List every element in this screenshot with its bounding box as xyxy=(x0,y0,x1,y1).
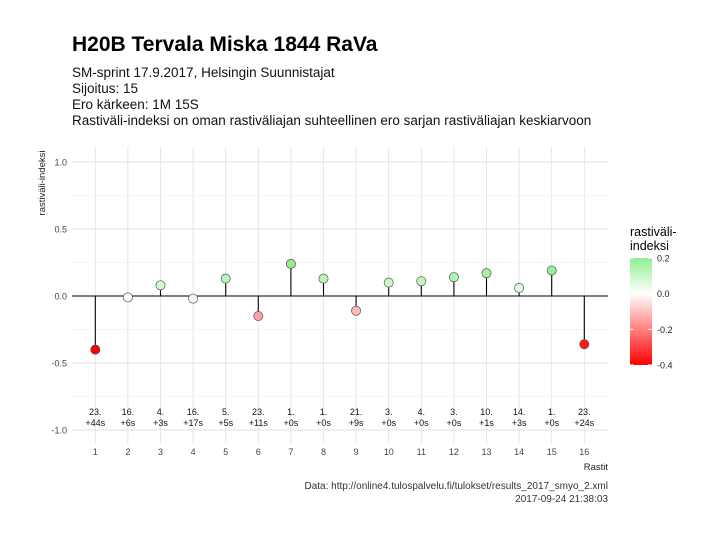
lollipop-dot xyxy=(448,272,459,283)
x-tick-label: 13 xyxy=(481,447,491,457)
lollipop-dot xyxy=(253,311,264,322)
time-diff-label: +0s xyxy=(316,418,331,428)
rank-label: 3. xyxy=(450,407,458,417)
y-tick-label: 0.5 xyxy=(54,225,67,235)
legend-tick-label: 0.2 xyxy=(657,254,670,264)
lollipop-dot xyxy=(514,283,525,293)
caption-timestamp: 2017-09-24 21:38:03 xyxy=(515,494,608,505)
legend-title-line-1: rastiväli- xyxy=(630,225,677,239)
x-tick-label: 4 xyxy=(191,447,196,457)
time-diff-label: +3s xyxy=(153,418,168,428)
subtitle-line-4: Rastiväli-indeksi on oman rastiväliajan … xyxy=(72,113,592,128)
legend-tick-label: -0.4 xyxy=(657,361,673,371)
caption-source: Data: http://online4.tulospalvelu.fi/tul… xyxy=(304,481,608,492)
time-diff-label: +0s xyxy=(381,418,396,428)
legend-title-line-2: indeksi xyxy=(630,239,669,253)
lollipop-dot xyxy=(122,292,133,303)
lollipop-dot xyxy=(90,344,101,355)
time-diff-label: +6s xyxy=(121,418,136,428)
time-diff-label: +11s xyxy=(249,418,269,428)
rank-label: 1. xyxy=(548,407,556,417)
legend-color-bar xyxy=(630,258,652,365)
x-tick-label: 5 xyxy=(223,447,228,457)
subtitle-line-3: Ero kärkeen: 1M 15S xyxy=(72,97,199,112)
subtitle-line-1: SM-sprint 17.9.2017, Helsingin Suunnista… xyxy=(72,65,335,80)
x-tick-label: 8 xyxy=(321,447,326,457)
rank-label: 14. xyxy=(513,407,526,417)
rank-label: 4. xyxy=(418,407,426,417)
y-tick-label: -0.5 xyxy=(51,359,67,369)
lollipop-dot xyxy=(155,280,166,291)
lollipop-dot xyxy=(579,339,590,350)
y-tick-label: -1.0 xyxy=(51,426,67,436)
rank-label: 21. xyxy=(350,407,363,417)
time-diff-label: +0s xyxy=(414,418,429,428)
rank-label: 16. xyxy=(122,407,135,417)
y-axis-title: rastiväli-indeksi xyxy=(37,151,48,216)
x-tick-label: 10 xyxy=(384,447,394,457)
rank-label: 5. xyxy=(222,407,230,417)
time-diff-label: +0s xyxy=(284,418,299,428)
legend-tick-label: 0.0 xyxy=(657,289,670,299)
x-tick-label: 3 xyxy=(158,447,163,457)
time-diff-label: +0s xyxy=(447,418,462,428)
x-tick-label: 16 xyxy=(579,447,589,457)
x-tick-label: 1 xyxy=(93,447,98,457)
rank-label: 3. xyxy=(385,407,393,417)
time-diff-label: +1s xyxy=(479,418,494,428)
x-tick-label: 2 xyxy=(125,447,130,457)
x-tick-label: 12 xyxy=(449,447,459,457)
x-tick-label: 9 xyxy=(354,447,359,457)
lollipop-dot xyxy=(546,265,557,276)
data-marks: 23.+44s16.+6s4.+3s16.+17s5.+5s23.+11s1.+… xyxy=(85,258,595,428)
lollipop-dot xyxy=(351,305,362,316)
x-tick-label: 14 xyxy=(514,447,524,457)
time-diff-label: +0s xyxy=(544,418,559,428)
color-legend: 0.2 0.0 -0.2 -0.4 xyxy=(630,254,673,371)
lollipop-dot xyxy=(318,273,329,284)
rank-label: 23. xyxy=(89,407,102,417)
rank-label: 4. xyxy=(157,407,165,417)
lollipop-dot xyxy=(416,276,427,287)
rank-label: 1. xyxy=(287,407,295,417)
rank-label: 1. xyxy=(320,407,328,417)
rank-label: 16. xyxy=(187,407,200,417)
lollipop-dot xyxy=(220,273,231,284)
x-axis-title: Rastit xyxy=(584,462,609,473)
rank-label: 23. xyxy=(578,407,591,417)
lollipop-dot xyxy=(285,258,296,269)
rank-label: 23. xyxy=(252,407,265,417)
time-diff-label: +3s xyxy=(512,418,527,428)
x-tick-label: 15 xyxy=(547,447,557,457)
lollipop-dot xyxy=(188,293,199,304)
x-tick-label: 6 xyxy=(256,447,261,457)
time-diff-label: +17s xyxy=(183,418,203,428)
x-tick-label: 7 xyxy=(288,447,293,457)
lollipop-dot xyxy=(481,268,492,279)
chart-title: H20B Tervala Miska 1844 RaVa xyxy=(72,33,378,56)
subtitle-line-2: Sijoitus: 15 xyxy=(72,81,139,96)
time-diff-label: +9s xyxy=(349,418,364,428)
y-tick-label: 1.0 xyxy=(54,158,67,168)
time-diff-label: +44s xyxy=(85,418,105,428)
y-tick-label: 0.0 xyxy=(54,292,67,302)
time-diff-label: +24s xyxy=(574,418,594,428)
legend-tick-label: -0.2 xyxy=(657,325,673,335)
lollipop-dot xyxy=(383,277,394,288)
rank-label: 10. xyxy=(480,407,493,417)
x-tick-label: 11 xyxy=(417,447,426,457)
time-diff-label: +5s xyxy=(218,418,233,428)
